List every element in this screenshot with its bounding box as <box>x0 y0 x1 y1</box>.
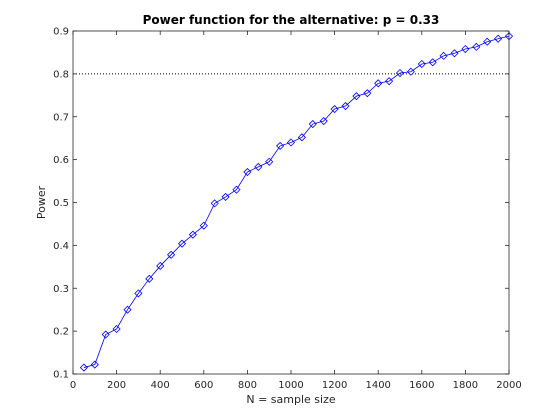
data-point-marker <box>395 68 405 78</box>
data-point-marker <box>330 104 339 114</box>
data-point-marker <box>145 274 154 283</box>
data-point-marker <box>461 44 470 54</box>
data-point-marker <box>439 51 448 60</box>
data-point-marker <box>254 162 263 171</box>
data-point-marker <box>90 360 99 369</box>
data-point-marker <box>123 305 132 314</box>
y-tick-label: 0.2 <box>53 327 69 338</box>
data-point-marker <box>297 133 306 142</box>
data-point-marker <box>319 116 328 126</box>
y-tick-label: 0.5 <box>53 198 69 209</box>
data-point-marker <box>406 67 415 76</box>
ticks-layer: 0 200 400 600 800 1000 1200 1400 1600 1800 2000 0.1… <box>53 27 522 392</box>
x-tick-label: 600 <box>194 380 213 391</box>
data-point-marker <box>221 192 230 201</box>
x-tick-label: 800 <box>238 380 257 391</box>
y-tick-label: 0.6 <box>53 155 69 166</box>
y-tick-label: 0.9 <box>53 27 69 38</box>
data-point-marker <box>494 34 503 43</box>
y-tick-label: 0.3 <box>53 284 69 295</box>
data-point-marker <box>134 289 143 298</box>
data-point-marker <box>308 119 317 129</box>
data-point-marker <box>483 37 492 46</box>
x-tick-label: 1800 <box>453 380 478 391</box>
data-point-marker <box>286 138 296 147</box>
x-tick-label: 0 <box>70 380 76 391</box>
data-point-marker <box>374 79 383 88</box>
y-tick-label: 0.7 <box>53 112 69 123</box>
x-axis-label: N = sample size <box>246 393 335 406</box>
data-point-marker <box>363 89 372 98</box>
data-point-marker <box>450 49 459 58</box>
x-tick-label: 1600 <box>409 380 434 391</box>
x-tick-label: 2000 <box>496 380 521 391</box>
plot-area <box>73 31 509 374</box>
x-tick-label: 1000 <box>278 380 303 391</box>
data-point-marker <box>276 141 285 150</box>
y-tick-label: 0.4 <box>53 241 69 252</box>
data-point-marker <box>265 157 274 166</box>
data-point-marker <box>232 185 241 194</box>
x-tick-label: 200 <box>107 380 126 391</box>
data-point-marker <box>352 92 361 101</box>
data-point-marker <box>385 77 394 86</box>
data-point-marker <box>199 221 208 230</box>
y-tick-label: 0.8 <box>53 69 69 80</box>
x-tick-label: 1200 <box>322 380 347 391</box>
chart-title: Power function for the alternative: p = … <box>143 13 440 27</box>
data-point-marker <box>341 101 350 111</box>
data-point-marker <box>428 58 437 67</box>
y-axis-label: Power <box>35 185 48 219</box>
data-point-marker <box>243 167 252 177</box>
data-point-marker <box>112 324 121 334</box>
data-point-marker <box>210 199 219 208</box>
x-tick-label: 1400 <box>365 380 390 391</box>
data-point-marker <box>101 330 110 339</box>
y-tick-label: 0.1 <box>53 370 69 381</box>
data-point-marker <box>177 239 187 248</box>
data-point-marker <box>472 42 481 51</box>
data-point-marker <box>156 261 165 271</box>
data-point-marker <box>417 59 426 69</box>
x-tick-label: 400 <box>151 380 170 391</box>
series-layer <box>79 32 514 372</box>
data-point-marker <box>167 250 176 259</box>
data-point-marker <box>79 363 88 372</box>
data-point-marker <box>188 230 197 239</box>
series-line <box>83 35 510 368</box>
